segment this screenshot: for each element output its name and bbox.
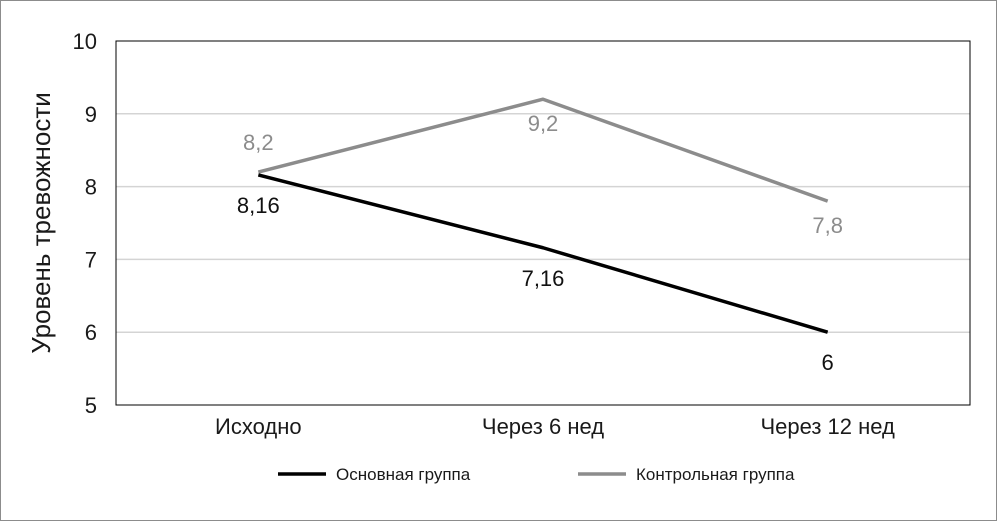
y-tick-label: 8 — [85, 175, 97, 200]
x-tick-label: Через 6 нед — [482, 414, 604, 439]
data-label: 7,16 — [522, 266, 565, 291]
y-tick-label: 10 — [73, 29, 97, 54]
y-tick-label: 5 — [85, 393, 97, 418]
x-axis-ticks: Исходно Через 6 нед Через 12 нед — [215, 414, 895, 439]
legend-label: Основная группа — [336, 465, 471, 484]
data-label: 9,2 — [528, 111, 559, 136]
plot-area-border — [115, 40, 971, 406]
series-lines — [257, 97, 829, 334]
data-labels: 8,16 7,16 6 8,2 9,2 7,8 — [237, 111, 843, 375]
y-tick-label: 9 — [85, 102, 97, 127]
data-label: 8,16 — [237, 193, 280, 218]
y-tick-label: 7 — [85, 247, 97, 272]
x-tick-label: Исходно — [215, 414, 302, 439]
legend: Основная группа Контрольная группа — [278, 465, 795, 484]
y-axis-label: Уровень тревожности — [26, 92, 56, 354]
series-line — [257, 173, 829, 334]
series-line — [257, 97, 829, 203]
data-label: 8,2 — [243, 130, 274, 155]
y-tick-label: 6 — [85, 320, 97, 345]
data-label: 6 — [822, 350, 834, 375]
legend-label: Контрольная группа — [636, 465, 795, 484]
x-tick-label: Через 12 нед — [760, 414, 895, 439]
data-label: 7,8 — [812, 213, 843, 238]
y-axis-ticks: 5 6 7 8 9 10 — [73, 29, 97, 418]
